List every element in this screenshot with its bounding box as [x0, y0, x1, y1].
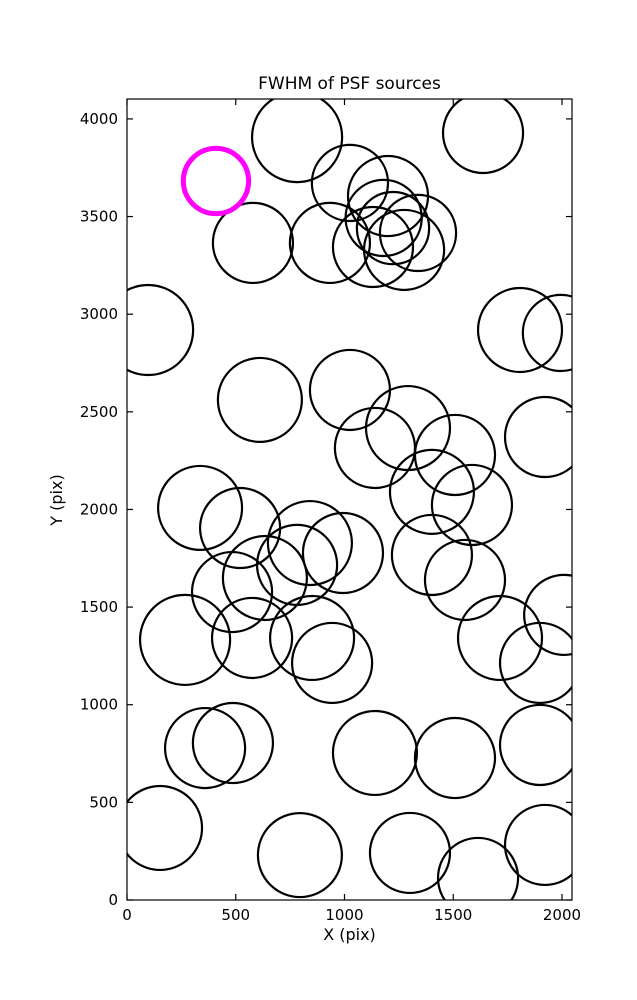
psf-source-circle	[157, 464, 244, 551]
psf-source-circle	[498, 703, 572, 787]
x-tick-label: 1000	[325, 906, 363, 924]
psf-source-circle	[364, 384, 452, 472]
ticks-layer	[126, 99, 572, 901]
tick-labels-layer: 0 500 1000 1500 2000 0 500 1000 1500 2000 2500 3000…	[80, 110, 581, 924]
psf-source-circle	[331, 205, 415, 289]
psf-source-circle	[430, 463, 514, 547]
psf-source-circle	[388, 448, 476, 535]
x-tick-label: 0	[122, 906, 132, 924]
psf-source-circle	[441, 99, 525, 175]
y-tick-label: 500	[89, 793, 118, 811]
y-tick-label: 4000	[80, 110, 118, 128]
psf-source-circle	[266, 499, 353, 587]
x-tick-label: 500	[221, 906, 250, 924]
x-tick-label: 1500	[434, 906, 472, 924]
psf-source-circle	[211, 201, 295, 285]
psf-source-circle	[344, 178, 423, 258]
psf-source-circle	[521, 293, 572, 373]
psf-source-circle	[368, 811, 452, 895]
psf-circles-layer	[127, 99, 572, 900]
psf-source-circle	[216, 356, 303, 443]
y-tick-label: 2000	[80, 500, 118, 518]
psf-source-circle	[390, 513, 474, 597]
y-tick-label: 1500	[80, 598, 118, 616]
y-tick-label: 3500	[80, 208, 118, 226]
highlighted-psf-circle	[180, 145, 252, 217]
chart-title: FWHM of PSF sources	[258, 74, 441, 94]
psf-source-circle	[127, 784, 204, 872]
y-tick-label: 0	[108, 891, 118, 909]
psf-source-circle	[413, 716, 497, 800]
y-tick-label: 3000	[80, 305, 118, 323]
psf-source-circle	[378, 193, 458, 273]
psf-source-circle	[413, 413, 497, 497]
psf-source-circle	[269, 594, 356, 682]
psf-source-circle	[290, 621, 374, 705]
psf-source-circle	[436, 836, 520, 900]
psf-source-circle	[221, 534, 308, 622]
y-tick-label: 2500	[80, 403, 118, 421]
psf-source-circle	[503, 803, 572, 887]
psf-source-circle	[190, 550, 274, 634]
psf-source-circle	[210, 596, 294, 680]
y-tick-label: 1000	[80, 696, 118, 714]
psf-source-circle	[198, 486, 282, 570]
y-axis-label: Y (pix)	[47, 474, 66, 526]
psf-source-circle	[163, 706, 247, 790]
psf-source-circle	[498, 621, 572, 705]
psf-source-circle	[310, 143, 390, 223]
psf-source-circle	[288, 201, 372, 285]
psf-source-circle	[355, 190, 431, 266]
psf-source-circle	[191, 701, 275, 785]
psf-source-circle	[138, 593, 232, 687]
psf-source-circle	[476, 286, 564, 374]
psf-source-circle	[423, 538, 507, 622]
psf-source-circle	[301, 511, 385, 595]
psf-source-circle	[127, 283, 195, 377]
psf-source-circle	[331, 709, 419, 797]
psf-source-circle	[250, 99, 344, 184]
psf-source-circle	[503, 395, 572, 479]
psf-source-circle	[456, 594, 544, 682]
x-axis-label: X (pix)	[323, 925, 376, 944]
psf-source-circle	[256, 812, 343, 899]
x-tick-label: 2000	[543, 906, 581, 924]
psf-source-circle	[523, 573, 572, 657]
axes-frame	[126, 98, 573, 901]
